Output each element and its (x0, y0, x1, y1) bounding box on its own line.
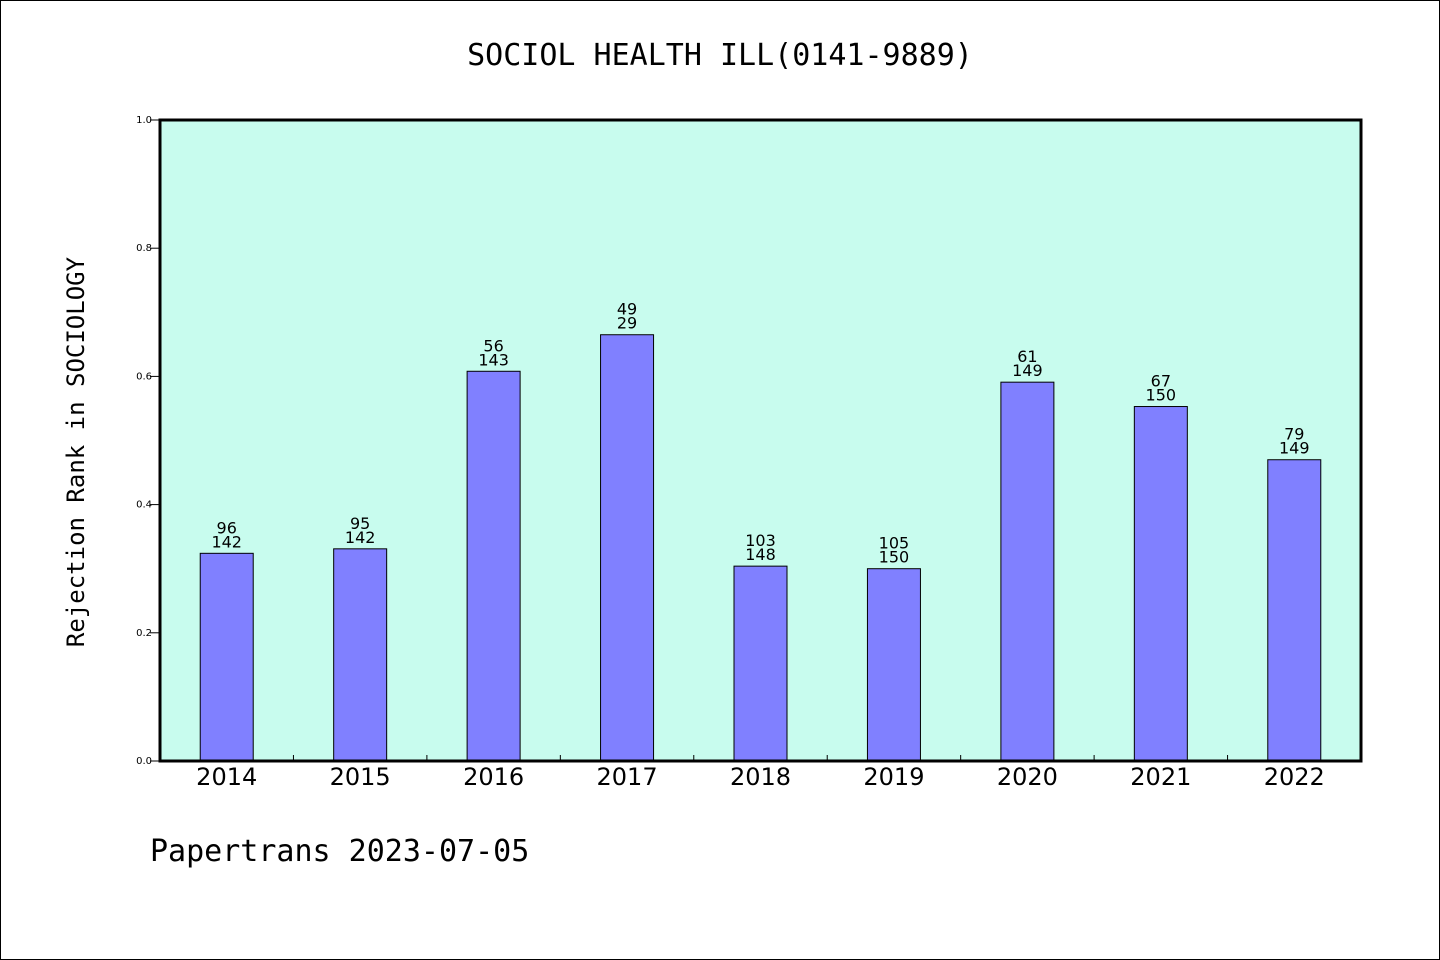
x-ticks-group: 2014 2015 2016 2017 2018 2019 2020 2021 2022 (196, 755, 1325, 791)
bars-group: 9614295142561434929103148105150611496715… (199, 300, 1322, 762)
footer-source: Papertrans 2023-07-05 (150, 834, 530, 869)
y-ticks-group: 0.0 0.2 0.4 0.6 0.8 1.0 (136, 115, 160, 767)
x-tick-label: 2022 (1264, 763, 1325, 791)
bar-label-bottom: 143 (478, 350, 509, 369)
bar-2016 (466, 370, 521, 762)
bar-label-top: 96 (217, 518, 237, 537)
y-tick-label: 0.0 (136, 756, 152, 767)
bar-label-top: 95 (350, 514, 370, 533)
bar-label-top: 67 (1151, 372, 1171, 391)
bar-2017 (600, 334, 655, 762)
bar-label-top: 61 (1017, 347, 1037, 366)
plot-border (158, 118, 1363, 763)
y-tick-label: 0.2 (136, 628, 152, 639)
bar-label-bottom: 149 (1279, 439, 1310, 458)
bar-label-top: 105 (879, 534, 910, 553)
bar-2018 (733, 565, 788, 762)
bar-label-bottom: 142 (345, 528, 376, 547)
chart-title: SOCIOL HEALTH ILL(0141-9889) (467, 38, 973, 73)
bar-label-top: 49 (617, 300, 637, 319)
bar-label-bottom: 142 (211, 532, 242, 551)
y-tick-label: 1.0 (136, 115, 152, 126)
bar-label-top: 79 (1284, 425, 1304, 444)
x-tick-label: 2019 (863, 763, 924, 791)
x-tick-label: 2021 (1130, 763, 1191, 791)
bar-label-top: 56 (483, 336, 503, 355)
bar-2021 (1133, 406, 1188, 762)
bar-2020 (1000, 381, 1055, 762)
bar-label-bottom: 150 (1146, 386, 1177, 405)
bar-label-bottom: 29 (617, 314, 637, 333)
bar-2022 (1267, 459, 1322, 762)
bar-label-top: 103 (745, 531, 776, 550)
x-tick-label: 2018 (730, 763, 791, 791)
bar-2019 (866, 568, 921, 762)
x-tick-label: 2020 (997, 763, 1058, 791)
bar-label-bottom: 148 (745, 545, 776, 564)
bar-2014 (199, 552, 254, 762)
x-tick-label: 2016 (463, 763, 524, 791)
y-tick-label: 0.8 (136, 243, 152, 254)
x-tick-label: 2017 (597, 763, 658, 791)
y-tick-label: 0.6 (136, 371, 152, 382)
y-tick-label: 0.4 (136, 500, 152, 511)
x-tick-label: 2014 (196, 763, 257, 791)
bar-label-bottom: 150 (879, 548, 910, 567)
x-tick-label: 2015 (330, 763, 391, 791)
bar-label-bottom: 149 (1012, 361, 1043, 380)
bar-2015 (333, 548, 388, 762)
